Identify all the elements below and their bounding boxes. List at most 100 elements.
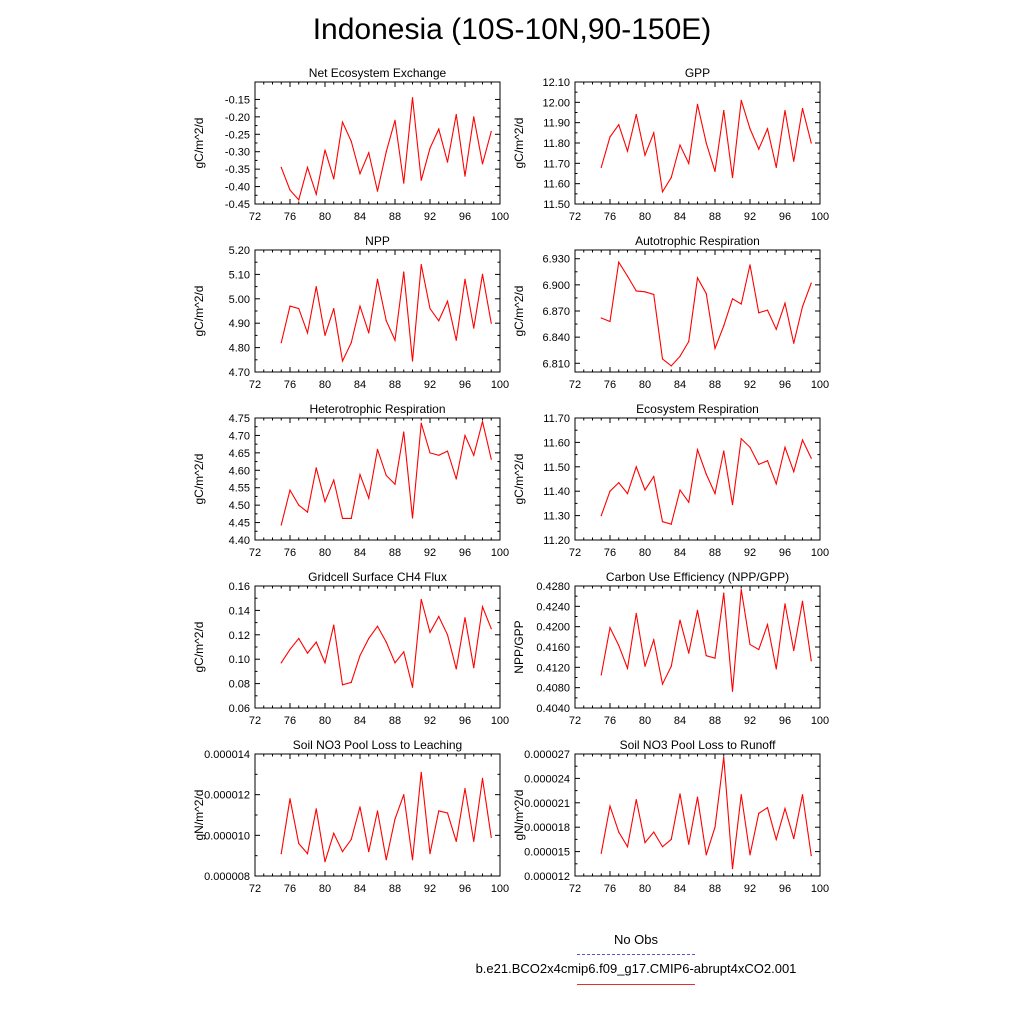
data-point: [670, 665, 672, 667]
x-tick-label: 72: [249, 211, 261, 223]
data-point: [385, 474, 387, 477]
data-point: [670, 523, 672, 525]
data-point: [688, 843, 690, 845]
data-point: [644, 291, 646, 293]
chart-panel-3: 72 76 80 84 88 92 96 100 4.70 4.80 4.90 5.00 5.10 5.2…: [192, 234, 509, 391]
data-point: [324, 861, 326, 863]
x-tick-label: 84: [674, 883, 686, 895]
x-tick-label: 76: [284, 379, 296, 391]
y-axis-label: NPP/GPP: [512, 620, 526, 673]
y-tick-label: 0.4280: [536, 581, 570, 593]
data-point: [481, 163, 484, 165]
data-point: [333, 832, 335, 834]
x-tick-label: 88: [389, 715, 401, 727]
chart-title: NPP: [365, 234, 390, 248]
x-tick-label: 84: [354, 883, 366, 895]
data-point: [688, 501, 690, 503]
data-point: [740, 588, 742, 591]
y-tick-label: 4.45: [229, 518, 250, 530]
y-tick-label: -0.20: [225, 112, 250, 124]
x-tick-label: 80: [319, 211, 331, 223]
chart-panel-8: 72 76 80 84 88 92 96 100 0.4040 0.4080 0.4120 0.416…: [512, 570, 829, 727]
data-point: [438, 320, 440, 322]
x-tick-label: 88: [389, 547, 401, 559]
data-point: [784, 807, 786, 810]
data-point: [618, 831, 620, 833]
y-tick-label: 4.70: [229, 367, 250, 379]
data-point: [653, 639, 655, 641]
y-tick-label: -0.45: [225, 199, 250, 211]
y-tick-label: 0.4160: [536, 642, 570, 654]
data-point: [766, 309, 769, 311]
y-tick-label: 5.10: [229, 269, 250, 281]
data-point: [793, 837, 795, 840]
data-point: [376, 190, 379, 192]
y-tick-label: 4.70: [229, 430, 250, 442]
data-point: [455, 339, 457, 341]
data-point: [341, 121, 344, 123]
chart-title: Autotrophic Respiration: [635, 234, 760, 248]
data-point: [289, 798, 291, 800]
data-point: [438, 615, 440, 618]
data-point: [766, 128, 769, 130]
data-point: [464, 617, 466, 619]
y-tick-label: -0.35: [225, 164, 250, 176]
data-point: [289, 648, 291, 651]
data-point: [394, 119, 396, 121]
series-line: [600, 437, 812, 525]
y-tick-label: 11.70: [543, 413, 570, 425]
x-tick-label: 72: [569, 883, 581, 895]
x-tick-label: 76: [284, 547, 296, 559]
data-point: [403, 182, 405, 184]
chart-title: Soil NO3 Pool Loss to Runoff: [620, 738, 777, 752]
x-tick-label: 84: [674, 379, 686, 391]
x-tick-label: 80: [639, 547, 651, 559]
x-tick-label: 80: [639, 211, 651, 223]
x-tick-label: 88: [389, 379, 401, 391]
data-point: [635, 466, 637, 468]
legend-obs-line: [577, 954, 695, 955]
data-point: [793, 342, 795, 344]
data-point: [609, 490, 611, 492]
y-tick-label: 6.900: [542, 280, 570, 292]
data-point: [429, 307, 431, 310]
x-tick-label: 96: [779, 715, 791, 727]
data-point: [679, 489, 681, 491]
chart-title: Ecosystem Respiration: [636, 402, 759, 416]
data-point: [455, 113, 457, 116]
data-point: [635, 798, 637, 801]
y-tick-label: 4.65: [229, 448, 250, 460]
data-point: [411, 859, 414, 861]
data-point: [793, 649, 795, 652]
data-point: [350, 140, 352, 142]
x-tick-label: 72: [249, 379, 261, 391]
x-tick-label: 92: [744, 715, 756, 727]
data-point: [368, 497, 370, 499]
series-line: [280, 97, 492, 201]
data-point: [758, 648, 760, 651]
x-tick-label: 88: [709, 715, 721, 727]
data-point: [446, 450, 449, 452]
data-point: [714, 826, 716, 828]
data-point: [600, 317, 602, 319]
y-tick-label: 11.20: [543, 535, 570, 547]
data-point: [600, 852, 602, 854]
data-point: [731, 690, 734, 692]
y-tick-label: -0.25: [225, 129, 250, 141]
data-point: [775, 328, 777, 330]
x-tick-label: 100: [491, 715, 509, 727]
data-point: [810, 282, 812, 284]
data-point: [731, 298, 734, 300]
data-point: [324, 149, 326, 151]
data-point: [306, 652, 309, 654]
data-point: [298, 842, 300, 845]
data-point: [376, 448, 379, 450]
data-point: [464, 787, 466, 790]
data-point: [403, 271, 405, 273]
page-title: Indonesia (10S-10N,90-150E): [312, 13, 712, 46]
data-point: [740, 303, 742, 305]
data-point: [429, 147, 431, 149]
data-point: [385, 859, 387, 861]
data-point: [714, 170, 716, 173]
